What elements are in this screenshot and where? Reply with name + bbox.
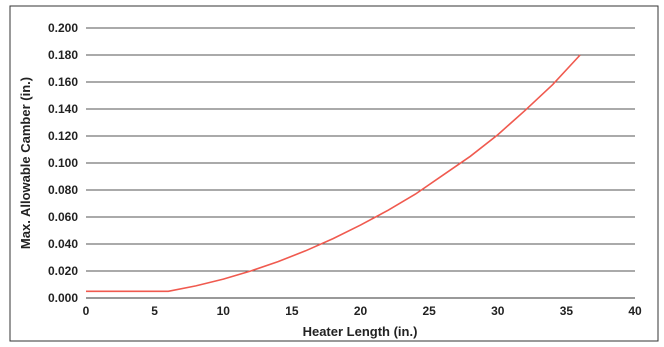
x-tick-label: 35 [560,304,574,318]
x-tick-label: 15 [285,304,299,318]
x-tick-label: 30 [491,304,505,318]
x-tick-label: 25 [422,304,436,318]
y-tick-label: 0.120 [48,129,78,143]
x-tick-label: 0 [83,304,90,318]
y-tick-label: 0.160 [48,75,78,89]
y-tick-label: 0.180 [48,48,78,62]
y-tick-label: 0.140 [48,102,78,116]
camber-line [86,54,581,293]
y-tick-label: 0.000 [48,291,78,305]
x-tick-label: 10 [217,304,231,318]
y-tick-label: 0.080 [48,183,78,197]
chart-frame [9,5,659,342]
y-tick-label: 0.060 [48,210,78,224]
x-axis-label: Heater Length (in.) [303,324,418,339]
x-tick-label: 40 [628,304,642,318]
y-tick-label: 0.100 [48,156,78,170]
y-tick-label: 0.020 [48,264,78,278]
y-tick-label: 0.040 [48,237,78,251]
x-tick-label: 5 [151,304,158,318]
y-tick-label: 0.200 [48,21,78,35]
tick-labels: 0.000 0.020 0.040 0.060 0.080 0.100 0.120 0.140… [48,21,642,318]
gridlines [86,27,635,299]
x-tick-label: 20 [354,304,368,318]
y-axis-label: Max. Allowable Camber (in.) [18,77,33,249]
